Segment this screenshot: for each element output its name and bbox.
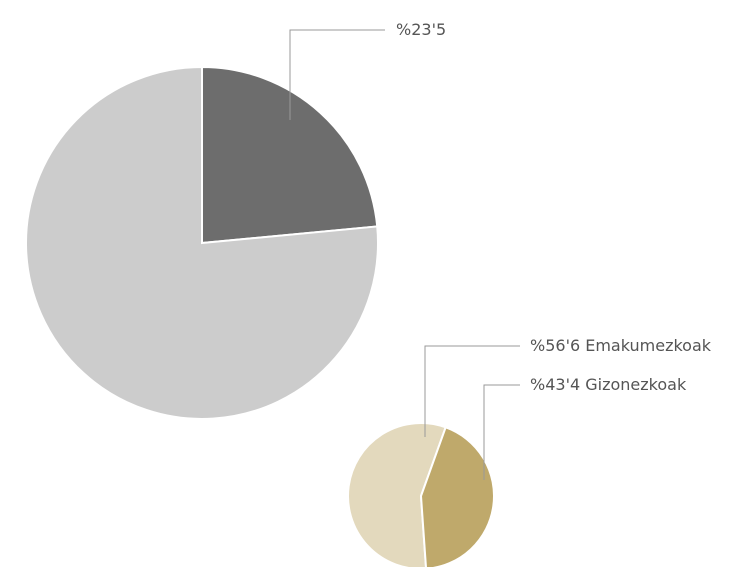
category-label: Emakumezkoak: [585, 336, 712, 355]
pie-slice: [419, 426, 495, 567]
leader-line: [483, 384, 520, 480]
slice-label: %56'6 Emakumezkoak: [530, 336, 712, 355]
slice-label: %43'4 Gizonezkoak: [530, 375, 687, 394]
slice-label: %23'5: [396, 20, 446, 39]
pie-slice: [25, 65, 379, 420]
leader-line: [424, 345, 520, 437]
pie-slice: [347, 422, 447, 567]
category-label: Gizonezkoak: [585, 375, 687, 394]
pie-slice: [201, 65, 379, 245]
value-label: %56'6: [530, 336, 580, 355]
value-label: %23'5: [396, 20, 446, 39]
value-label: %43'4: [530, 375, 580, 394]
leader-line: [289, 29, 385, 120]
